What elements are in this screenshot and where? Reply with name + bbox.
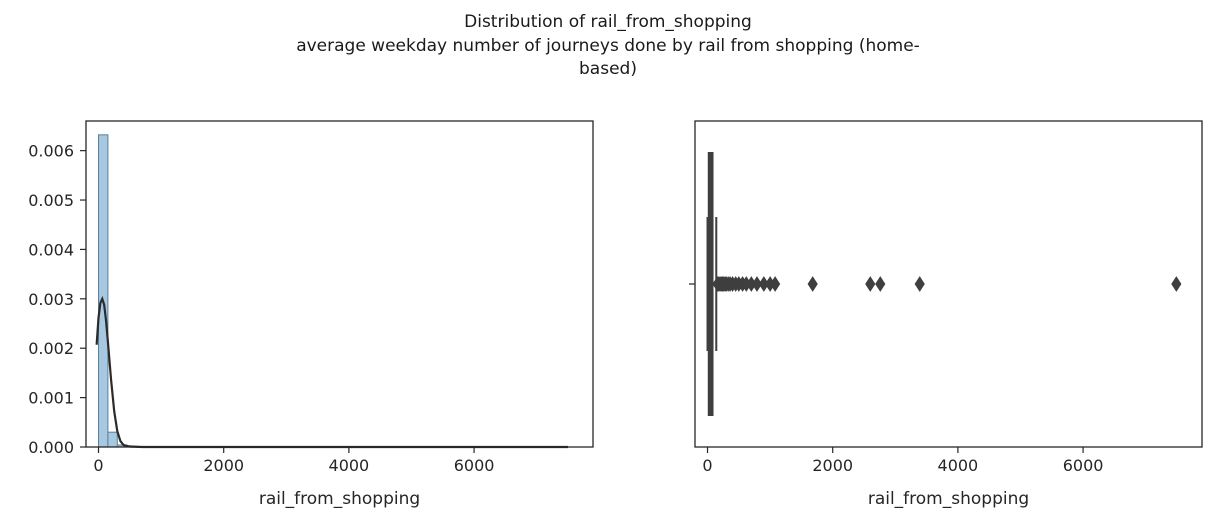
histogram-bar [98,134,109,448]
y-tick-label: 0.002 [28,339,74,358]
histogram-xlabel: rail_from_shopping [259,489,420,509]
x-tick-label: 2000 [203,456,244,475]
figure-subtitle-line-2: based) [579,59,637,79]
y-tick-label: 0.004 [28,240,74,259]
x-tick-label: 0 [702,456,712,475]
y-tick-label: 0.003 [28,290,74,309]
kde-curve [95,295,568,449]
histogram-axes: 0 2000 4000 6000 0.000 0.001 0.002 0.003 0.004 0.… [28,142,494,475]
histogram-marks [95,134,568,449]
x-tick-label: 2000 [812,456,853,475]
figure-subtitle-line-1: average weekday number of journeys done … [296,36,920,56]
boxplot-marks [706,152,1182,416]
y-tick-label: 0.000 [28,438,74,457]
y-tick-label: 0.006 [28,142,74,161]
histogram-frame [85,120,594,448]
boxplot-axes: 0 2000 4000 6000 [689,283,1104,475]
y-tick-label: 0.005 [28,191,74,210]
outlier-point [751,276,763,292]
x-tick-label: 4000 [329,456,370,475]
y-tick-label: 0.001 [28,389,74,408]
outlier-point [865,276,876,292]
outlier-point [875,276,886,292]
histogram-bar [107,431,118,448]
figure-title: Distribution of rail_from_shopping [464,12,752,32]
outlier-point [1171,276,1182,292]
x-tick-label: 0 [93,456,103,475]
outlier-point [770,276,781,292]
outlier-point [914,276,925,292]
boxplot-plot: 0 2000 4000 6000 rail_from_shopping [689,120,1203,509]
x-tick-label: 4000 [938,456,979,475]
x-tick-label: 6000 [454,456,495,475]
histogram-plot: 0 2000 4000 6000 0.000 0.001 0.002 0.003 0.004 0.… [28,120,594,509]
outlier-point [807,276,818,292]
x-tick-label: 6000 [1063,456,1104,475]
boxplot-xlabel: rail_from_shopping [868,489,1029,509]
